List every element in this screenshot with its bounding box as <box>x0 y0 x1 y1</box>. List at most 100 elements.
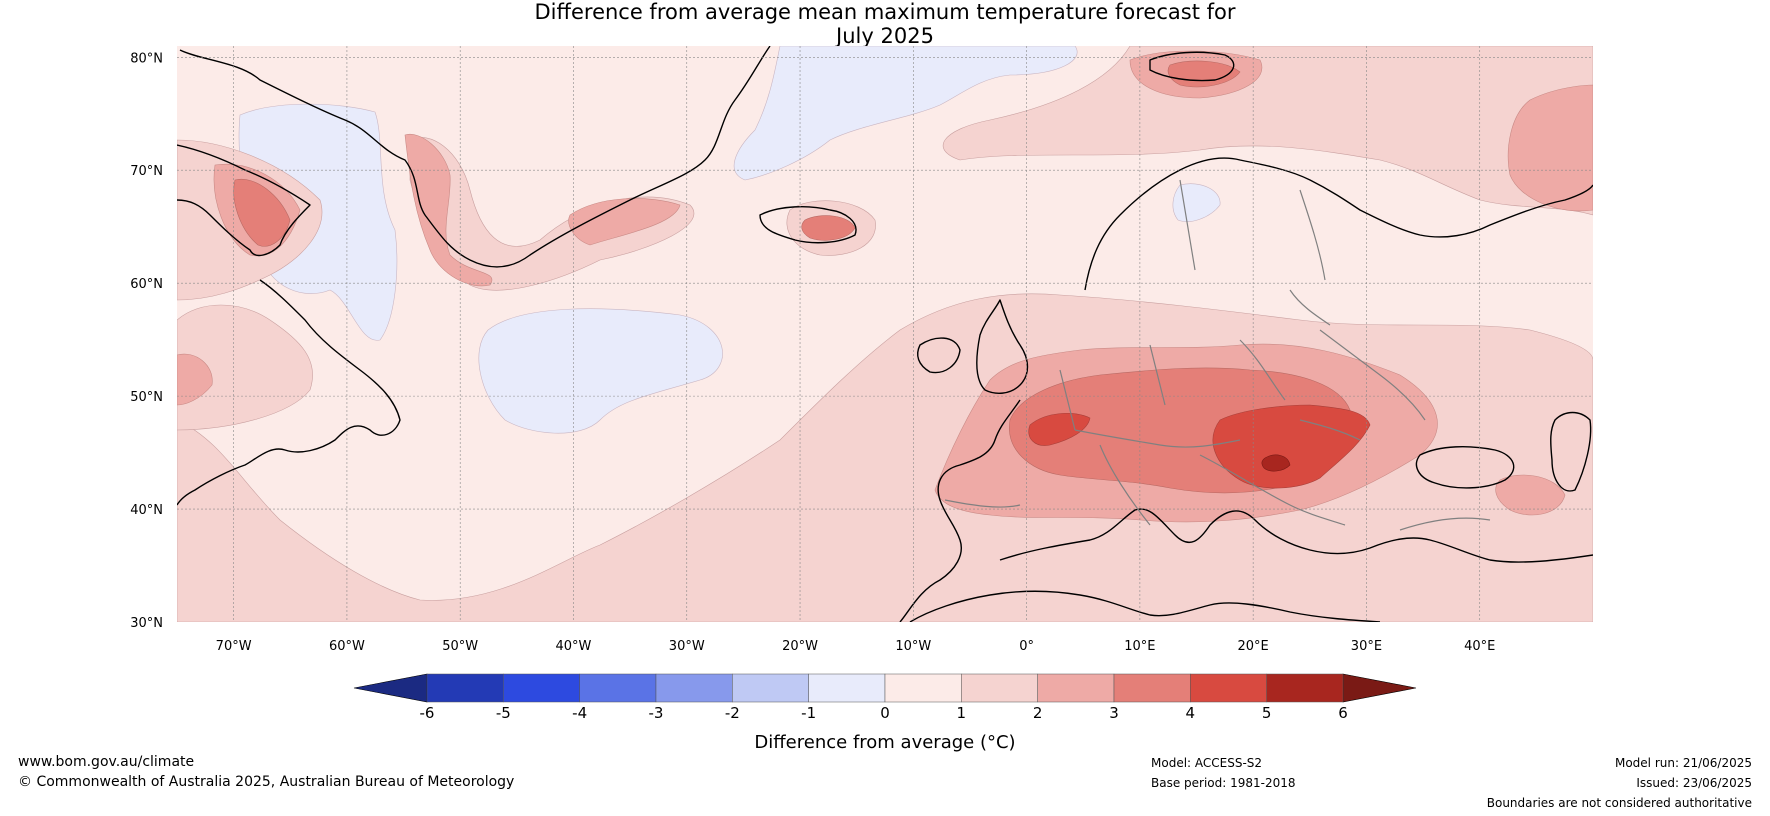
longitude-label: 70°W <box>216 639 252 654</box>
map-title-line2: July 2025 <box>836 24 934 48</box>
great-britain-coastline <box>976 299 1029 394</box>
colorbar: -6 -5 -4 -3 -2 -1 0 1 2 3 4 5 6 Difference from avera… <box>353 673 1417 753</box>
colorbar-swatch <box>579 673 657 703</box>
warm-anomaly-ural-2-3 <box>1507 84 1593 212</box>
cool-anomaly-north-atlantic <box>478 308 723 434</box>
colorbar-tick-label: 1 <box>957 704 967 722</box>
border-romania <box>1299 419 1361 441</box>
colorbar-swatch <box>1113 673 1191 703</box>
colorbar-swatch <box>1037 673 1115 703</box>
latitude-label: 70°N <box>130 164 163 179</box>
latitude-label: 30°N <box>130 616 163 631</box>
colorbar-tick-label: -5 <box>496 704 511 722</box>
colorbar-tick-label: -2 <box>725 704 740 722</box>
border-italy <box>1099 444 1151 526</box>
warm-anomaly-france-4-5 <box>1028 413 1091 446</box>
greenland-coastline <box>179 46 771 268</box>
graticule <box>177 46 1593 622</box>
border-france-germany <box>1059 369 1076 431</box>
colorbar-tick-label: 6 <box>1338 704 1348 722</box>
coastlines-layer <box>177 46 1593 622</box>
colorbar-swatch <box>732 673 809 703</box>
map-plot-area <box>177 46 1593 622</box>
colorbar-underflow-triangle <box>353 673 428 703</box>
warm-anomaly-greenland-sw-2-3 <box>404 133 493 287</box>
longitude-label: 60°W <box>329 639 365 654</box>
border-ukraine-russia <box>1319 329 1426 421</box>
colorbar-tick-label: -4 <box>572 704 587 722</box>
longitude-label: 40°E <box>1464 639 1495 654</box>
longitude-label: 30°W <box>669 639 705 654</box>
colorbar-label: Difference from average (°C) <box>754 732 1015 753</box>
colorbar-swatch <box>961 673 1038 703</box>
labrador-coastline <box>177 279 401 506</box>
longitude-label: 10°W <box>895 639 931 654</box>
longitude-labels: 70°W 60°W 50°W 40°W 30°W 20°W 10°W 0° 10°E 20°E 30… <box>216 639 1496 654</box>
colorbar-swatch <box>655 673 733 703</box>
europe-west-coastline <box>899 399 1021 622</box>
colorbar-tick-label: 5 <box>1262 704 1272 722</box>
border-finland-russia <box>1299 189 1326 281</box>
caspian-coastline <box>1550 411 1592 492</box>
footer-model-run: Model run: 21/06/2025 <box>1614 756 1752 770</box>
colorbar-swatch <box>808 673 886 703</box>
border-poland-ukraine <box>1239 339 1286 401</box>
latitude-label: 60°N <box>130 277 163 292</box>
colorbar-tick-label: 3 <box>1109 704 1119 722</box>
border-baltic <box>1289 289 1331 326</box>
border-turkey <box>1399 517 1491 531</box>
latitude-label: 50°N <box>130 390 163 405</box>
black-sea-coastline <box>1415 446 1515 489</box>
colorbar-overflow-triangle <box>1342 673 1417 703</box>
border-alps <box>1074 429 1241 448</box>
warm-anomaly-caspian-2-3 <box>1495 474 1566 516</box>
longitude-label: 10°E <box>1124 639 1155 654</box>
warm-anomaly-labrador-band <box>177 304 313 431</box>
country-borders-layer <box>944 179 1491 531</box>
warm-anomaly-newfoundland-2-3 <box>177 353 213 406</box>
longitude-label: 50°W <box>442 639 478 654</box>
footer-issued: Issued: 23/06/2025 <box>1636 776 1752 790</box>
ireland-coastline <box>917 337 961 374</box>
colorbar-tick-label: 2 <box>1033 704 1043 722</box>
longitude-label: 40°W <box>556 639 592 654</box>
latitude-label: 80°N <box>130 51 163 66</box>
warm-anomaly-baffin-3-4 <box>233 178 291 247</box>
north-africa-coastline <box>909 590 1381 622</box>
longitude-label: 30°E <box>1351 639 1382 654</box>
border-germany-poland <box>1149 344 1166 406</box>
baffin-coastline <box>177 144 311 257</box>
footer-website: www.bom.gov.au/climate <box>18 754 195 770</box>
scandinavia-coastline <box>1084 157 1593 291</box>
colorbar-swatch <box>1266 673 1344 703</box>
mediterranean-coastline <box>999 508 1593 563</box>
anomaly-fill-layer <box>177 46 1593 622</box>
footer-disclaimer: Boundaries are not considered authoritat… <box>1486 796 1752 810</box>
colorbar-tick-label: -6 <box>420 704 435 722</box>
longitude-label: 20°W <box>782 639 818 654</box>
longitude-label: 20°E <box>1238 639 1269 654</box>
warm-anomaly-greenland-band <box>409 137 695 291</box>
longitude-label: 0° <box>1019 639 1034 654</box>
warm-anomaly-greenland-east-2-3 <box>568 198 681 246</box>
colorbar-swatch <box>1190 673 1267 703</box>
border-sweden-norway <box>1179 179 1196 271</box>
svalbard-coastline <box>1149 51 1235 82</box>
colorbar-tick-label: -1 <box>801 704 816 722</box>
latitude-labels: 80°N 70°N 60°N 50°N 40°N 30°N <box>130 51 163 631</box>
map-title-line1: Difference from average mean maximum tem… <box>534 0 1236 24</box>
map-title: Difference from average mean maximum tem… <box>0 0 1770 48</box>
colorbar-tick-label: -3 <box>649 704 664 722</box>
warm-anomaly-hungary-5-6 <box>1261 454 1291 472</box>
iceland-coastline <box>759 206 857 244</box>
footer-base-period: Base period: 1981-2018 <box>1151 776 1296 790</box>
warm-anomaly-balkans-4-5 <box>1212 404 1371 489</box>
colorbar-swatch <box>884 673 962 703</box>
footer-model: Model: ACCESS-S2 <box>1151 756 1263 770</box>
border-france-spain <box>944 499 1021 508</box>
colorbar-tick-label: 4 <box>1186 704 1196 722</box>
colorbar-swatch <box>426 673 504 703</box>
warm-anomaly-iceland-3-4 <box>801 215 856 241</box>
colorbar-swatch <box>503 673 580 703</box>
